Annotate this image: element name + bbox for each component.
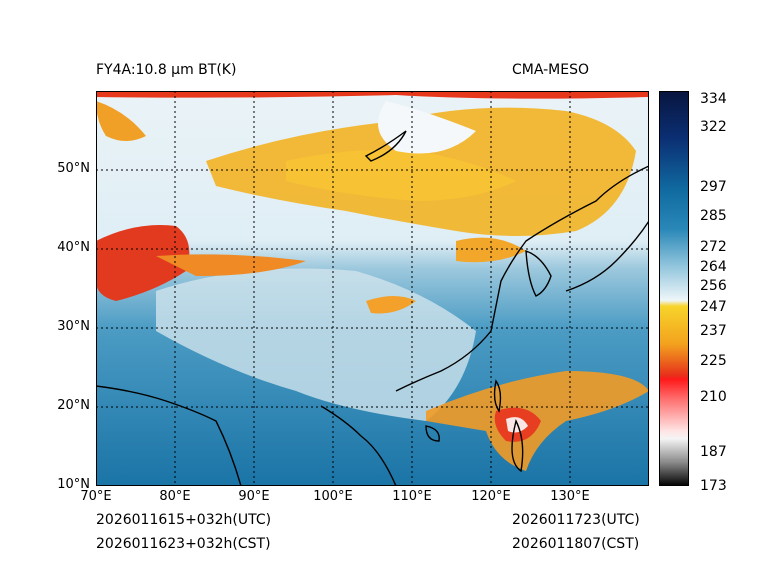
cloud-top-edge <box>96 91 649 99</box>
cbar-label-264: 264 <box>700 259 727 275</box>
cbar-label-272: 272 <box>700 239 727 255</box>
init-time-cst: 2026011623+032h(CST) <box>96 536 271 552</box>
lon-label-110e: 110°E <box>392 489 432 504</box>
colorbar-fill <box>659 91 689 486</box>
lat-label-30n: 30°N <box>57 319 90 334</box>
cbar-label-334: 334 <box>700 91 727 107</box>
cbar-label-173: 173 <box>700 478 727 494</box>
colorbar <box>659 91 689 486</box>
map-frame <box>96 91 649 486</box>
lon-label-130e: 130°E <box>550 489 590 504</box>
satellite-map <box>96 91 649 486</box>
cloud-nw <box>96 101 146 141</box>
colorbar-frame <box>659 91 689 486</box>
cbar-label-210: 210 <box>700 389 727 405</box>
cloud-west-orange <box>156 254 306 276</box>
coastline-korea <box>525 250 552 297</box>
model-name: CMA-MESO <box>512 62 590 78</box>
valid-time-cst: 2026011807(CST) <box>512 536 640 552</box>
lon-label-100e: 100°E <box>313 489 353 504</box>
coastline-china <box>395 165 649 392</box>
graticule <box>96 91 649 486</box>
cbar-label-225: 225 <box>700 353 727 369</box>
cloud-band-north-core <box>286 149 516 201</box>
map-title: FY4A:10.8 µm BT(K) <box>96 62 237 78</box>
cloud-west-red <box>96 225 190 301</box>
cbar-label-297: 297 <box>700 179 727 195</box>
lon-label-70e: 70°E <box>80 489 112 504</box>
cloud-east <box>456 237 526 263</box>
lon-label-90e: 90°E <box>238 489 270 504</box>
cbar-label-187: 187 <box>700 444 727 460</box>
coastline-india <box>96 385 242 486</box>
cbar-label-256: 256 <box>700 278 727 294</box>
lat-label-20n: 20°N <box>57 398 90 413</box>
coastline-japan <box>565 220 649 292</box>
cloud-sichuan <box>366 296 416 314</box>
cbar-label-237: 237 <box>700 323 727 339</box>
coastline-philippines <box>511 418 524 473</box>
init-time-utc: 2026011615+032h(UTC) <box>96 512 272 528</box>
cbar-label-285: 285 <box>700 208 727 224</box>
coastline-taiwan <box>493 379 502 413</box>
coastline-indochina <box>320 405 397 486</box>
coastline-hainan <box>425 425 440 442</box>
lat-label-10n: 10°N <box>57 477 90 492</box>
cbar-label-247: 247 <box>700 299 727 315</box>
lon-label-80e: 80°E <box>159 489 191 504</box>
cloud-south-white <box>506 417 528 433</box>
lon-label-120e: 120°E <box>471 489 511 504</box>
cloud-white <box>378 101 476 154</box>
lake-baikal <box>364 130 407 162</box>
lat-label-50n: 50°N <box>57 161 90 176</box>
cbar-label-322: 322 <box>700 119 727 135</box>
valid-time-utc: 2026011723(UTC) <box>512 512 640 528</box>
lat-label-40n: 40°N <box>57 240 90 255</box>
